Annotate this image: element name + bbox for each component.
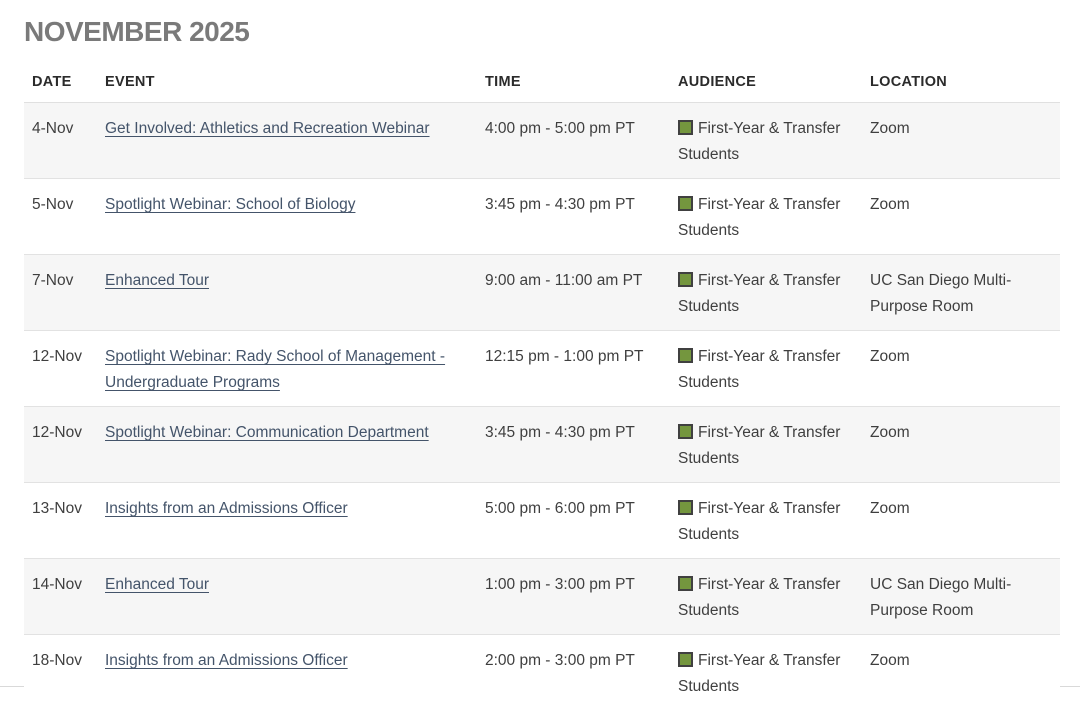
event-link[interactable]: Spotlight Webinar: Communication Departm… <box>105 424 429 441</box>
event-time: 2:00 pm - 3:00 pm PT <box>485 635 678 710</box>
event-audience: First-Year & Transfer Students <box>678 331 870 407</box>
event-link[interactable]: Enhanced Tour <box>105 272 209 289</box>
column-header-time: TIME <box>485 52 678 103</box>
event-audience: First-Year & Transfer Students <box>678 255 870 331</box>
audience-color-swatch-icon <box>678 348 693 363</box>
event-link[interactable]: Insights from an Admissions Officer <box>105 500 348 517</box>
event-location: UC San Diego Multi-Purpose Room <box>870 559 1060 635</box>
event-time: 1:00 pm - 3:00 pm PT <box>485 559 678 635</box>
audience-label: First-Year & Transfer Students <box>678 652 840 695</box>
event-location: Zoom <box>870 179 1060 255</box>
event-link[interactable]: Get Involved: Athletics and Recreation W… <box>105 120 430 137</box>
table-row: 13-Nov Insights from an Admissions Offic… <box>24 483 1060 559</box>
event-link[interactable]: Spotlight Webinar: School of Biology <box>105 196 355 213</box>
event-location: Zoom <box>870 635 1060 710</box>
event-date: 14-Nov <box>24 559 105 635</box>
audience-color-swatch-icon <box>678 120 693 135</box>
column-header-event: EVENT <box>105 52 485 103</box>
event-link[interactable]: Enhanced Tour <box>105 576 209 593</box>
audience-label: First-Year & Transfer Students <box>678 120 840 163</box>
table-row: 7-Nov Enhanced Tour 9:00 am - 11:00 am P… <box>24 255 1060 331</box>
audience-label: First-Year & Transfer Students <box>678 196 840 239</box>
event-location: Zoom <box>870 483 1060 559</box>
table-row: 12-Nov Spotlight Webinar: Communication … <box>24 407 1060 483</box>
column-header-location: LOCATION <box>870 52 1060 103</box>
audience-color-swatch-icon <box>678 576 693 591</box>
event-date: 13-Nov <box>24 483 105 559</box>
column-header-audience: AUDIENCE <box>678 52 870 103</box>
page-title: NOVEMBER 2025 <box>24 16 1080 48</box>
event-audience: First-Year & Transfer Students <box>678 179 870 255</box>
event-date: 12-Nov <box>24 407 105 483</box>
event-date: 5-Nov <box>24 179 105 255</box>
event-audience: First-Year & Transfer Students <box>678 407 870 483</box>
audience-color-swatch-icon <box>678 424 693 439</box>
audience-label: First-Year & Transfer Students <box>678 272 840 315</box>
event-link[interactable]: Spotlight Webinar: Rady School of Manage… <box>105 348 445 391</box>
audience-color-swatch-icon <box>678 196 693 211</box>
table-row: 18-Nov Insights from an Admissions Offic… <box>24 635 1060 710</box>
event-location: Zoom <box>870 407 1060 483</box>
table-row: 5-Nov Spotlight Webinar: School of Biolo… <box>24 179 1060 255</box>
event-time: 4:00 pm - 5:00 pm PT <box>485 103 678 179</box>
audience-color-swatch-icon <box>678 652 693 667</box>
event-date: 4-Nov <box>24 103 105 179</box>
events-page: NOVEMBER 2025 DATE EVENT TIME AUDIENCE L… <box>0 16 1080 687</box>
table-row: 4-Nov Get Involved: Athletics and Recrea… <box>24 103 1060 179</box>
event-link[interactable]: Insights from an Admissions Officer <box>105 652 348 669</box>
table-row: 12-Nov Spotlight Webinar: Rady School of… <box>24 331 1060 407</box>
event-time: 9:00 am - 11:00 am PT <box>485 255 678 331</box>
audience-label: First-Year & Transfer Students <box>678 348 840 391</box>
event-location: Zoom <box>870 103 1060 179</box>
event-date: 12-Nov <box>24 331 105 407</box>
audience-color-swatch-icon <box>678 272 693 287</box>
audience-label: First-Year & Transfer Students <box>678 500 840 543</box>
event-time: 12:15 pm - 1:00 pm PT <box>485 331 678 407</box>
event-audience: First-Year & Transfer Students <box>678 559 870 635</box>
table-header: DATE EVENT TIME AUDIENCE LOCATION <box>24 52 1060 103</box>
event-audience: First-Year & Transfer Students <box>678 103 870 179</box>
audience-color-swatch-icon <box>678 500 693 515</box>
event-time: 3:45 pm - 4:30 pm PT <box>485 179 678 255</box>
audience-label: First-Year & Transfer Students <box>678 576 840 619</box>
event-date: 7-Nov <box>24 255 105 331</box>
table-row: 14-Nov Enhanced Tour 1:00 pm - 3:00 pm P… <box>24 559 1060 635</box>
event-audience: First-Year & Transfer Students <box>678 635 870 710</box>
event-time: 5:00 pm - 6:00 pm PT <box>485 483 678 559</box>
column-header-date: DATE <box>24 52 105 103</box>
event-audience: First-Year & Transfer Students <box>678 483 870 559</box>
events-table: DATE EVENT TIME AUDIENCE LOCATION 4-Nov … <box>24 52 1060 710</box>
event-location: UC San Diego Multi-Purpose Room <box>870 255 1060 331</box>
event-location: Zoom <box>870 331 1060 407</box>
audience-label: First-Year & Transfer Students <box>678 424 840 467</box>
event-time: 3:45 pm - 4:30 pm PT <box>485 407 678 483</box>
event-date: 18-Nov <box>24 635 105 710</box>
